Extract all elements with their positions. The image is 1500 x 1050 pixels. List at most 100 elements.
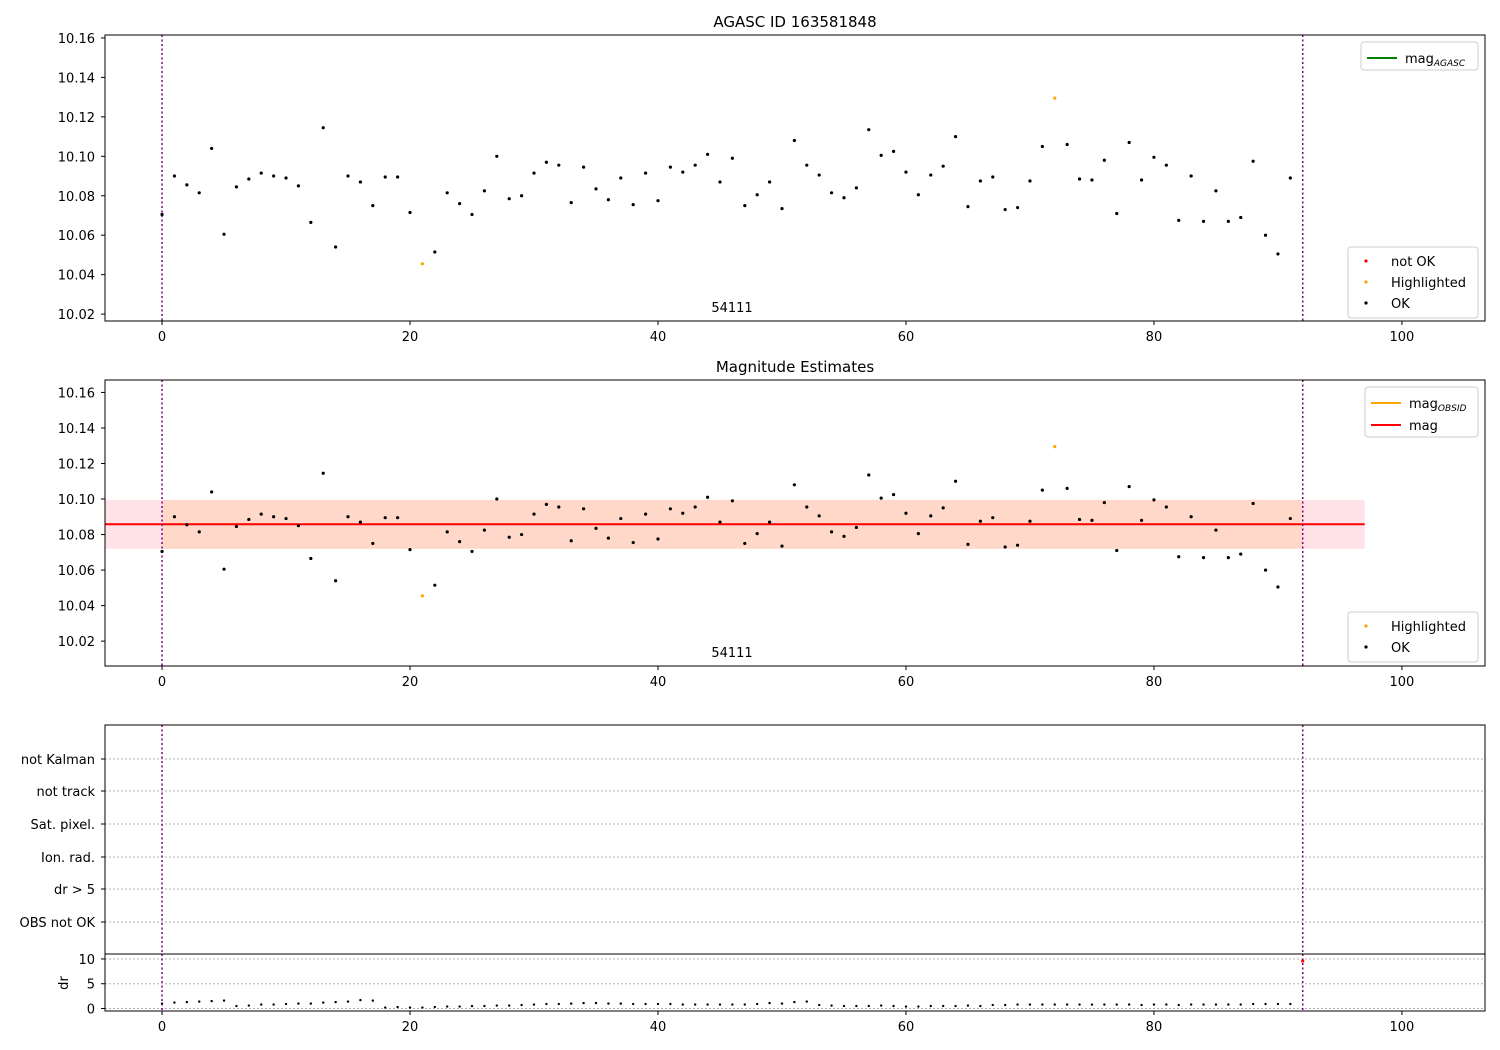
- dr-point: [235, 1004, 238, 1008]
- ok-point: [433, 583, 437, 587]
- ok-point: [1189, 515, 1193, 519]
- ok-point: [730, 499, 734, 503]
- ok-point: [606, 536, 610, 540]
- x-tick-label: 60: [898, 330, 915, 345]
- dr-point: [706, 1003, 709, 1006]
- panel-magnitude-estimates: Magnitude Estimates 0 20 40 60 80 100 10.02 10.…: [58, 358, 1486, 690]
- ok-point: [792, 483, 796, 487]
- ok-point: [532, 171, 536, 175]
- flag-category-label: dr > 5: [54, 883, 95, 898]
- ok-point: [210, 146, 214, 151]
- dr-point: [173, 1001, 176, 1004]
- y-tick-label: 10.14: [58, 422, 95, 437]
- ok-point: [1015, 543, 1020, 547]
- ok-point: [284, 176, 288, 180]
- highlighted-point: [1053, 445, 1057, 449]
- dr-point: [470, 1004, 474, 1008]
- dr-point: [768, 1001, 771, 1005]
- legend-box: [1347, 246, 1479, 319]
- ok-point: [1239, 215, 1243, 220]
- ok-point: [396, 175, 400, 179]
- ok-point: [1288, 176, 1292, 180]
- ok-point: [594, 187, 598, 191]
- ok-point: [1102, 158, 1106, 162]
- dr-point: [569, 1002, 573, 1005]
- dr-point: [1140, 1003, 1143, 1007]
- legend-label: mag: [1409, 419, 1438, 434]
- ok-point: [1214, 528, 1218, 532]
- dr-point: [284, 1002, 288, 1006]
- flag-category-label: Ion. rad.: [41, 851, 95, 866]
- ok-point: [185, 183, 189, 187]
- panel2-title: Magnitude Estimates: [716, 358, 874, 376]
- ok-point: [817, 173, 821, 177]
- y-tick-label: 10: [78, 953, 95, 968]
- ok-point: [780, 206, 784, 211]
- ok-point: [1226, 556, 1230, 560]
- ok-point: [693, 163, 697, 167]
- axes-frame: [104, 379, 1486, 667]
- ok-point: [619, 516, 623, 521]
- x-tick-label: 20: [402, 1020, 419, 1035]
- y-tick-label: 10.08: [58, 190, 95, 205]
- ok-point: [792, 138, 796, 143]
- dr-point: [1152, 1003, 1156, 1006]
- dr-point: [743, 1003, 746, 1006]
- ok-point: [681, 511, 685, 515]
- legend-marker: [1364, 645, 1368, 649]
- ok-point: [805, 163, 809, 167]
- dr-ylabel: dr: [57, 976, 72, 990]
- dr-point: [1214, 1003, 1218, 1006]
- panel-agasc: AGASC ID 163581848 0 20 40 60 80 100 10.02 10.0…: [58, 13, 1486, 345]
- dr-point: [1028, 1003, 1032, 1006]
- ok-point: [1139, 518, 1144, 522]
- ok-point: [557, 505, 561, 509]
- dr-point: [656, 1002, 660, 1006]
- ok-point: [495, 154, 499, 158]
- dr-point: [1065, 1003, 1069, 1006]
- ok-point: [1077, 517, 1082, 522]
- ok-point: [557, 163, 561, 167]
- y-tick-label: 10.14: [58, 71, 95, 86]
- dr-point: [1227, 1003, 1230, 1006]
- ok-point: [668, 507, 672, 511]
- ok-point: [309, 556, 313, 561]
- ok-point: [309, 220, 313, 224]
- ok-point: [1177, 218, 1181, 223]
- dr-point: [607, 1002, 610, 1005]
- ok-point: [1065, 142, 1069, 147]
- ok-point: [1077, 177, 1082, 181]
- flag-category-label: OBS not OK: [20, 916, 96, 931]
- ok-point: [396, 516, 400, 520]
- dr-point: [1264, 1002, 1267, 1006]
- x-tick-label: 40: [650, 675, 667, 690]
- dr-point: [384, 1006, 387, 1009]
- dr-point: [594, 1001, 598, 1005]
- ok-point: [210, 490, 214, 494]
- dr-point: [1289, 1002, 1292, 1006]
- ok-point: [296, 524, 301, 528]
- dr-point: [1078, 1003, 1081, 1006]
- ok-point: [470, 549, 474, 554]
- dr-point: [805, 1000, 808, 1003]
- ok-point: [767, 520, 772, 524]
- ok-point: [458, 202, 462, 206]
- ok-point: [321, 126, 325, 130]
- y-tick-label: 10.02: [58, 308, 95, 323]
- dr-point: [421, 1006, 424, 1009]
- y-tick-label: 10.12: [58, 457, 95, 472]
- dr-point: [322, 1001, 325, 1004]
- dr-point: [1090, 1003, 1094, 1006]
- dr-point: [718, 1003, 722, 1006]
- dr-point: [1127, 1003, 1131, 1006]
- y-tick-label: 10.12: [58, 111, 95, 126]
- ok-point: [904, 511, 908, 515]
- dr-point: [1202, 1003, 1205, 1006]
- dr-point: [1115, 1003, 1118, 1006]
- ok-point: [619, 176, 623, 180]
- ok-point: [346, 174, 350, 178]
- dr-point: [247, 1004, 251, 1007]
- y-tick-label: 10.08: [58, 529, 95, 544]
- dr-point: [731, 1003, 734, 1006]
- x-tick-label: 80: [1146, 1020, 1163, 1035]
